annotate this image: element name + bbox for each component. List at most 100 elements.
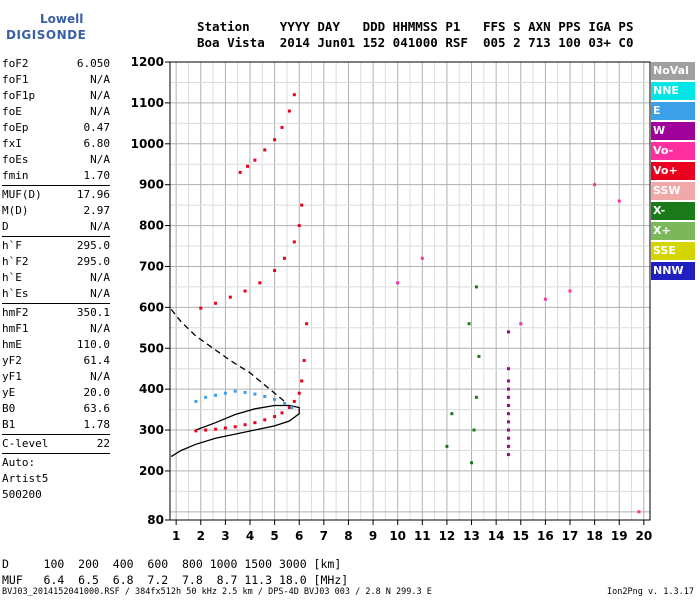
param-label: M(D) [2, 204, 29, 217]
echo-point [300, 203, 304, 207]
echo-point [263, 395, 267, 399]
echo-point [420, 256, 424, 260]
profile-curves [170, 308, 300, 458]
param-row-foes: foEs N/A [2, 152, 110, 168]
echo-point [243, 390, 247, 394]
echo-point [273, 415, 277, 419]
param-row-fxi: fxI 6.80 [2, 136, 110, 152]
header-line2: Boa Vista 2014 Jun01 152 041000 RSF 005 … [197, 35, 634, 50]
param-value: 17.96 [76, 188, 110, 201]
echo-point [568, 289, 572, 293]
param-value: N/A [90, 322, 110, 335]
y-tick-label: 80 [147, 513, 164, 527]
param-value: 22 [96, 437, 110, 450]
legend-e: E [651, 102, 695, 120]
param-row-b1: B1 1.78 [2, 417, 110, 433]
version-footer: Ion2Png v. 1.3.17 [607, 587, 694, 597]
param-label: fxI [2, 137, 22, 150]
echo-point [253, 392, 257, 396]
echo-point [246, 164, 250, 168]
echo-point [273, 138, 277, 142]
x-tick-label: 20 [635, 529, 652, 543]
param-label: yF2 [2, 354, 22, 367]
echo-point [396, 281, 400, 285]
x-tick-label: 4 [246, 529, 254, 543]
dmuf-distance-row: D 100 200 400 600 800 1000 1500 3000 [km… [2, 557, 342, 571]
x-tick-label: 19 [611, 529, 628, 543]
param-separator [2, 434, 110, 435]
x-tick-label: 8 [344, 529, 352, 543]
legend-vo: Vo+ [651, 162, 695, 180]
echo-point [287, 109, 291, 113]
distance-muf-table: D 100 200 400 600 800 1000 1500 3000 [km… [2, 556, 348, 588]
echo-point [282, 256, 286, 260]
param-separator [2, 236, 110, 237]
param-value: N/A [90, 153, 110, 166]
param-value: 63.6 [83, 402, 111, 415]
echo-point [474, 285, 478, 289]
param-separator [2, 185, 110, 186]
param-label: foF1 [2, 73, 29, 86]
echo-point [506, 367, 510, 371]
x-tick-label: 13 [463, 529, 480, 543]
dashed-profile-curve [170, 308, 285, 402]
x-tick-label: 5 [270, 529, 278, 543]
echo-point [300, 379, 304, 383]
echo-point [233, 389, 237, 393]
param-row-mufd: MUF(D) 17.96 [2, 187, 110, 203]
lowell-logo: Lowell DIGISONDE [6, 8, 86, 48]
echo-point [194, 429, 198, 433]
echo-point [273, 269, 277, 273]
logo-line1: Lowell [40, 12, 84, 26]
param-value: 61.4 [83, 354, 111, 367]
echo-point [506, 387, 510, 391]
param-label: foEp [2, 121, 29, 134]
param-row-fmin: fmin 1.70 [2, 168, 110, 184]
echo-point [253, 421, 257, 425]
autoscaling-info: 500200 [2, 488, 42, 501]
param-value: N/A [90, 370, 110, 383]
param-label: yE [2, 386, 16, 399]
param-label: C-level [2, 437, 49, 450]
param-row-clevel: C-level 22 [2, 436, 110, 452]
param-row-hmf1: hmF1 N/A [2, 321, 110, 337]
param-row-d: D N/A [2, 219, 110, 235]
param-label: foEs [2, 153, 29, 166]
param-value: N/A [90, 89, 110, 102]
param-row-he: h`E N/A [2, 270, 110, 286]
echo-point [506, 453, 510, 457]
param-label: fmin [2, 169, 29, 182]
legend-noval: NoVal [651, 62, 695, 80]
echo-point [273, 397, 277, 401]
x-tick-label: 14 [488, 529, 505, 543]
echo-point [450, 412, 454, 416]
solid-profile-curve [170, 404, 300, 458]
param-value: N/A [90, 220, 110, 233]
echo-point [474, 395, 478, 399]
param-row-foep: foEp 0.47 [2, 120, 110, 136]
logo-line2: DIGISONDE [6, 28, 87, 42]
x-tick-label: 17 [562, 529, 579, 543]
param-label: h`F [2, 239, 22, 252]
x-tick-label: 11 [414, 529, 431, 543]
param-value: 1.70 [83, 169, 111, 182]
echo-point [297, 391, 301, 395]
y-tick-label: 300 [139, 423, 164, 437]
legend-x: X- [651, 202, 695, 220]
chart-marks [194, 93, 641, 514]
echo-point [506, 444, 510, 448]
echo-point [223, 391, 227, 395]
y-tick-label: 800 [139, 219, 164, 233]
legend-ssw: SSW [651, 182, 695, 200]
chart-grid [170, 61, 650, 520]
param-value: N/A [90, 271, 110, 284]
x-tick-label: 6 [295, 529, 303, 543]
param-value: N/A [90, 287, 110, 300]
chart-axes: 1 2 3 4 5 6 7 8 9 10 11 12 13 14 15 16 17 18 19 20802003004… [131, 55, 653, 543]
param-value: 110.0 [76, 338, 110, 351]
echo-point [258, 281, 262, 285]
param-separator [2, 303, 110, 304]
param-value: 295.0 [76, 255, 110, 268]
echo-point [233, 425, 237, 429]
param-value: 295.0 [76, 239, 110, 252]
